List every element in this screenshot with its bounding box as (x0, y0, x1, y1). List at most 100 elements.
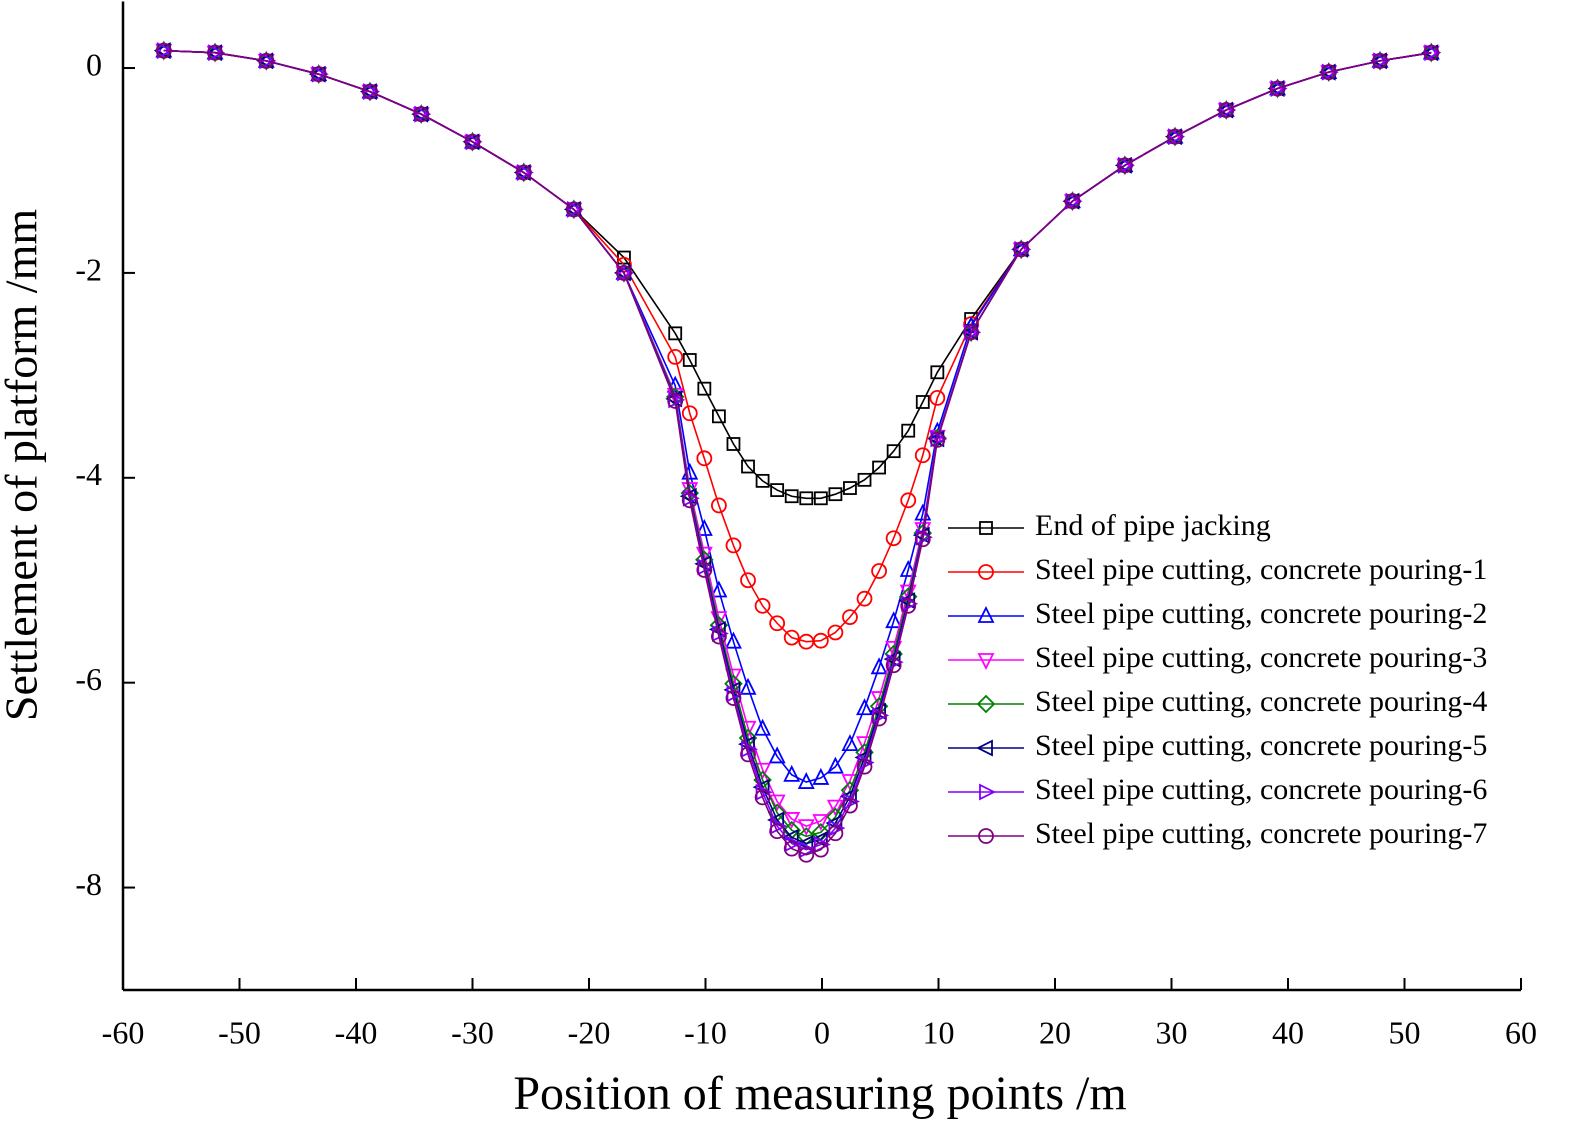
data-point (259, 52, 277, 70)
data-point (1013, 241, 1030, 258)
data-point (565, 201, 582, 218)
data-point (725, 537, 742, 554)
data-point (696, 450, 713, 467)
legend-marker (978, 828, 994, 844)
x-tick-label: 20 (1039, 1014, 1071, 1050)
data-point (726, 437, 741, 451)
legend-marker (976, 694, 996, 714)
data-point (826, 799, 844, 817)
data-point (754, 718, 772, 736)
data-point (1269, 80, 1286, 97)
data-point (900, 492, 917, 509)
legend-label: Steel pipe cutting, concrete pouring-4 (1035, 685, 1487, 718)
data-point (784, 489, 799, 504)
data-point (681, 492, 698, 509)
data-point (1320, 64, 1337, 81)
data-point (566, 200, 584, 218)
data-point (310, 66, 327, 83)
y-tick-label: -8 (75, 866, 102, 902)
data-point (783, 764, 801, 782)
data-point (710, 497, 727, 514)
data-point (798, 846, 815, 863)
legend-label: Steel pipe cutting, concrete pouring-2 (1035, 597, 1487, 630)
data-point (843, 481, 857, 495)
data-point (930, 365, 945, 380)
data-point (156, 42, 174, 60)
data-point (856, 590, 873, 607)
data-point (754, 789, 771, 806)
data-point (363, 83, 380, 101)
data-point (1014, 240, 1032, 258)
data-point (667, 349, 684, 365)
x-tick-label: -60 (102, 1014, 145, 1050)
x-tick-label: -10 (684, 1014, 727, 1050)
data-point (900, 597, 917, 614)
data-point (464, 134, 481, 152)
data-point (695, 519, 713, 536)
data-point (465, 133, 483, 151)
legend-label: Steel pipe cutting, concrete pouring-3 (1035, 641, 1487, 674)
data-point (668, 326, 683, 341)
data-point (515, 165, 533, 183)
data-point (901, 423, 916, 438)
data-point (1064, 193, 1081, 210)
data-point (362, 83, 378, 100)
data-point (768, 794, 786, 812)
data-point (857, 472, 872, 487)
data-point (871, 710, 887, 727)
x-axis-title: Position of measuring points /m (513, 1067, 1126, 1120)
legend-label: Steel pipe cutting, concrete pouring-1 (1035, 553, 1487, 586)
x-tick-label: 50 (1389, 1014, 1421, 1050)
legend-label: Steel pipe cutting, concrete pouring-5 (1035, 729, 1487, 762)
data-point (155, 43, 173, 61)
data-point (710, 580, 728, 598)
data-point (964, 323, 982, 341)
data-point (841, 734, 859, 752)
data-point (725, 631, 742, 649)
data-point (311, 65, 329, 83)
legend-marker (975, 739, 993, 757)
data-point (827, 825, 844, 842)
data-point (1168, 128, 1186, 146)
data-point (515, 164, 532, 181)
data-point (1116, 158, 1134, 176)
data-point (155, 42, 172, 59)
data-point (812, 814, 830, 831)
data-point (616, 265, 632, 281)
data-point (1064, 194, 1081, 212)
data-point (914, 531, 931, 548)
data-point (769, 615, 786, 632)
data-point (870, 657, 888, 675)
data-point (755, 473, 770, 488)
data-point (696, 562, 713, 578)
data-point (783, 840, 800, 857)
data-point (667, 393, 684, 409)
data-point (783, 629, 800, 646)
x-tick-label: 30 (1156, 1014, 1188, 1050)
data-point (783, 812, 801, 829)
x-tick-label: 40 (1272, 1014, 1304, 1050)
data-point (885, 530, 902, 547)
legend-marker (979, 521, 993, 535)
data-point (812, 632, 829, 649)
data-point (885, 657, 902, 674)
data-point (711, 409, 726, 424)
data-point (207, 44, 223, 61)
y-axis-title: Settlement of platform /mm (0, 209, 47, 722)
data-point (899, 559, 917, 577)
data-point (682, 353, 697, 367)
legend-marker (979, 783, 997, 801)
data-point (1065, 192, 1083, 210)
data-point (464, 133, 481, 150)
data-point (413, 106, 430, 123)
data-point (1219, 101, 1237, 119)
data-point (915, 395, 930, 409)
data-point (1321, 63, 1339, 81)
y-tick-label: -6 (75, 661, 102, 697)
y-tick-label: -2 (75, 251, 102, 287)
data-point (768, 746, 786, 764)
data-point (1012, 242, 1030, 260)
data-point (754, 597, 771, 614)
data-point (856, 758, 873, 775)
